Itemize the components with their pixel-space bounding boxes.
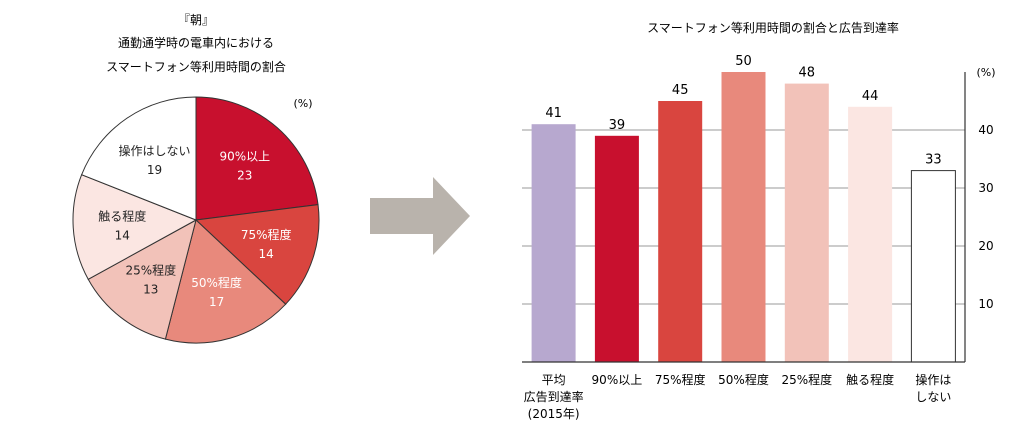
pie-unit-label: (%) — [293, 97, 312, 110]
x-tick-label: しない — [915, 390, 951, 404]
bar — [594, 135, 639, 362]
y-tick-label: 40 — [978, 123, 993, 137]
pie-slice-1 — [195, 96, 319, 221]
x-tick-label: 広告到達率 — [524, 389, 584, 404]
pie-slice-label: 75%程度 — [241, 227, 292, 242]
bar — [721, 72, 766, 362]
bar-value-label: 41 — [545, 106, 562, 121]
y-unit-label: (%) — [976, 66, 995, 79]
pie-title: 『朝』 通勤通学時の電車内における スマートフォン等利用時間の割合 — [106, 13, 286, 74]
pie-chart: 90%以上 23 75%程度 14 50%程度 17 25%程度 13 触る程度 14 操作はしない… — [72, 96, 320, 344]
bar-value-label: 45 — [672, 83, 689, 98]
pie-slice-4 — [87, 219, 197, 340]
pie-slice-value: 19 — [147, 163, 162, 177]
x-tick-label: 75%程度 — [655, 372, 706, 387]
x-tick-label: 平均 — [542, 373, 566, 387]
pie-slice-label: 触る程度 — [98, 209, 146, 224]
pie-slice-label: 90%以上 — [219, 150, 270, 164]
pie-slice-label: 25%程度 — [125, 262, 176, 277]
pie-slice-value: 14 — [259, 247, 274, 261]
bar-value-label: 39 — [609, 118, 626, 133]
pie-slice-3 — [164, 219, 287, 344]
x-tick-label: 90%以上 — [592, 373, 643, 387]
x-tick-label: 25%程度 — [781, 372, 832, 387]
pie-title-line-1: 『朝』 — [178, 13, 214, 27]
pie-slice-label: 50%程度 — [191, 275, 242, 290]
pie-slice-5 — [72, 174, 198, 280]
y-tick-label: 20 — [978, 239, 993, 253]
x-tick-label: (2015年) — [528, 407, 580, 421]
bar — [848, 106, 893, 362]
pie-title-line-3: スマートフォン等利用時間の割合 — [106, 59, 286, 74]
bar — [658, 101, 703, 362]
x-tick-label: 操作は — [915, 372, 951, 387]
bar — [531, 124, 576, 362]
y-tick-label: 30 — [978, 181, 993, 195]
bar — [784, 83, 829, 362]
bar-value-label: 44 — [862, 89, 879, 104]
x-tick-label: 50%程度 — [718, 372, 769, 387]
pie-slice-2 — [194, 204, 320, 305]
pie-slice-value: 17 — [209, 295, 224, 309]
bar-value-label: 50 — [735, 54, 752, 69]
pie-slice-label: 操作はしない — [118, 143, 190, 158]
bar — [910, 170, 956, 363]
bar-value-label: 33 — [925, 153, 942, 168]
x-tick-label: 触る程度 — [846, 372, 894, 387]
right-arrow-icon — [370, 177, 470, 255]
bar-value-label: 48 — [799, 66, 816, 81]
pie-slice-value: 13 — [143, 282, 158, 296]
y-tick-label: 10 — [978, 297, 993, 311]
pie-slice-value: 23 — [237, 169, 252, 183]
pie-slice-6 — [80, 96, 197, 221]
pie-title-line-2: 通勤通学時の電車内における — [118, 35, 274, 50]
pie-slice-value: 14 — [115, 229, 130, 243]
bar-chart-title: スマートフォン等利用時間の割合と広告到達率 — [647, 20, 899, 35]
